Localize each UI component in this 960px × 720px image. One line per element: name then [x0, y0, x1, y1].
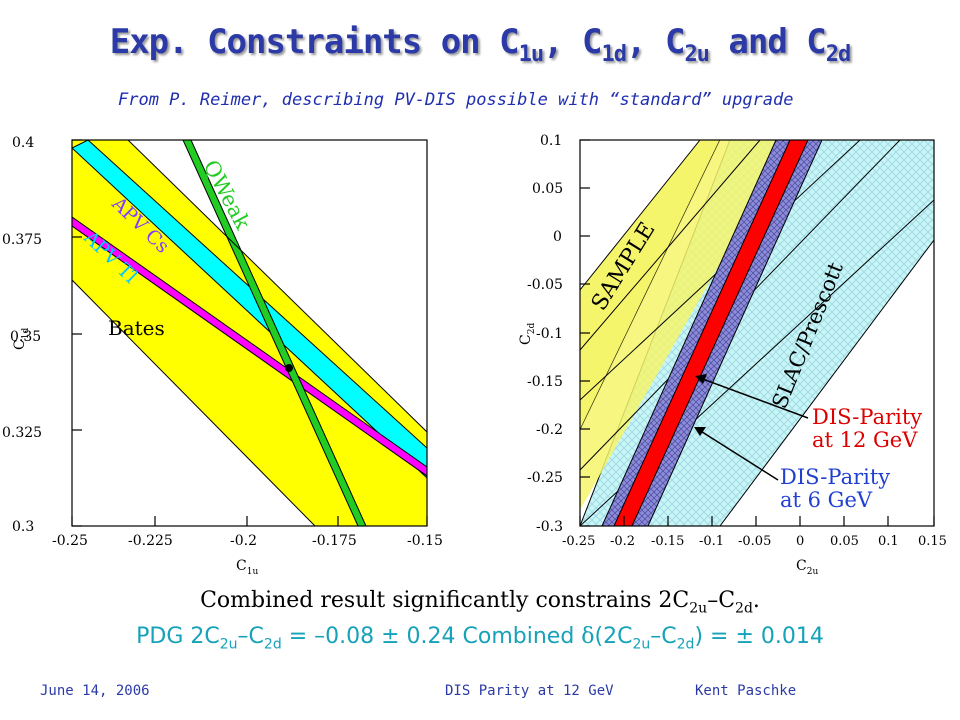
combined-point [285, 364, 293, 372]
left-ytick: 0.4 [12, 135, 34, 151]
left-xtick: -0.15 [407, 533, 443, 549]
apv-tl-band [72, 216, 427, 477]
right-constraint-plot: 0.1 0.05 0 -0.05 -0.1 -0.15 -0.2 -0.25 -… [518, 133, 947, 577]
right-ytick: 0 [553, 229, 562, 245]
right-ytick: -0.15 [527, 374, 563, 390]
right-xtick: 0 [796, 534, 804, 549]
dis12-label-line2: at 12 GeV [812, 428, 918, 452]
delta-symbol: δ [581, 624, 595, 649]
right-xtick: 0.15 [918, 534, 947, 549]
left-ytick: 0.325 [2, 425, 42, 441]
right-xtick: -0.05 [738, 534, 771, 549]
right-ytick: -0.05 [527, 277, 563, 293]
right-ytick: -0.25 [527, 470, 563, 486]
left-constraint-plot: 0.4 0.375 0.35 0.325 0.3 -0.25 -0.225 -0… [2, 135, 443, 577]
left-xtick: -0.225 [128, 533, 173, 549]
right-ytick: -0.1 [536, 326, 563, 342]
slide-subtitle: From P. Reimer, describing PV-DIS possib… [118, 90, 794, 110]
dis6-arrow [698, 429, 779, 481]
left-xtick: -0.25 [52, 533, 88, 549]
left-ytick: 0.35 [10, 329, 41, 345]
left-xtick: -0.175 [312, 533, 357, 549]
dis12-arrow [699, 377, 809, 419]
right-ytick: 0.1 [540, 133, 562, 149]
footer-author: Kent Paschke [695, 683, 797, 699]
result-line: PDG 2C2u–C2d = –0.08 ± 0.24 Combined δ(2… [136, 624, 824, 653]
left-ylabel: C1d [12, 328, 31, 350]
left-xlabel: C1u [236, 558, 258, 577]
right-ylabel: C2d [518, 323, 537, 345]
dis6-arrowhead [694, 427, 706, 436]
right-xtick: -0.25 [562, 534, 595, 549]
right-xtick: -0.1 [699, 534, 724, 549]
dis6-label-line2: at 6 GeV [780, 488, 873, 512]
right-ytick: -0.3 [536, 519, 563, 535]
slide-title: Exp. Constraints on C1u, C1d, C2u and C2… [109, 22, 852, 67]
right-xtick: -0.15 [651, 534, 684, 549]
right-xtick: 0.05 [830, 534, 859, 549]
dis12-label-line1: DIS-Parity [812, 405, 922, 429]
right-xlabel: C2u [796, 558, 818, 577]
dis12-arrowhead [695, 374, 707, 384]
bates-band [72, 140, 427, 526]
right-xtick: 0.1 [878, 534, 899, 549]
footer-date: June 14, 2006 [40, 683, 150, 699]
dis12-band [613, 140, 809, 526]
footer-event: DIS Parity at 12 GeV [445, 683, 614, 699]
right-xtick: -0.2 [610, 534, 635, 549]
right-ytick: 0.05 [532, 181, 563, 197]
bates-label: Bates [108, 316, 165, 340]
right-ytick: -0.2 [536, 422, 563, 438]
left-xtick: -0.2 [230, 533, 257, 549]
left-ytick: 0.3 [12, 519, 34, 535]
combined-caption: Combined result significantly constrains… [200, 588, 760, 617]
apv-cs-band [72, 140, 427, 479]
dis6-label-line1: DIS-Parity [780, 465, 890, 489]
left-ytick: 0.375 [2, 232, 42, 248]
qweak-band [182, 140, 367, 526]
